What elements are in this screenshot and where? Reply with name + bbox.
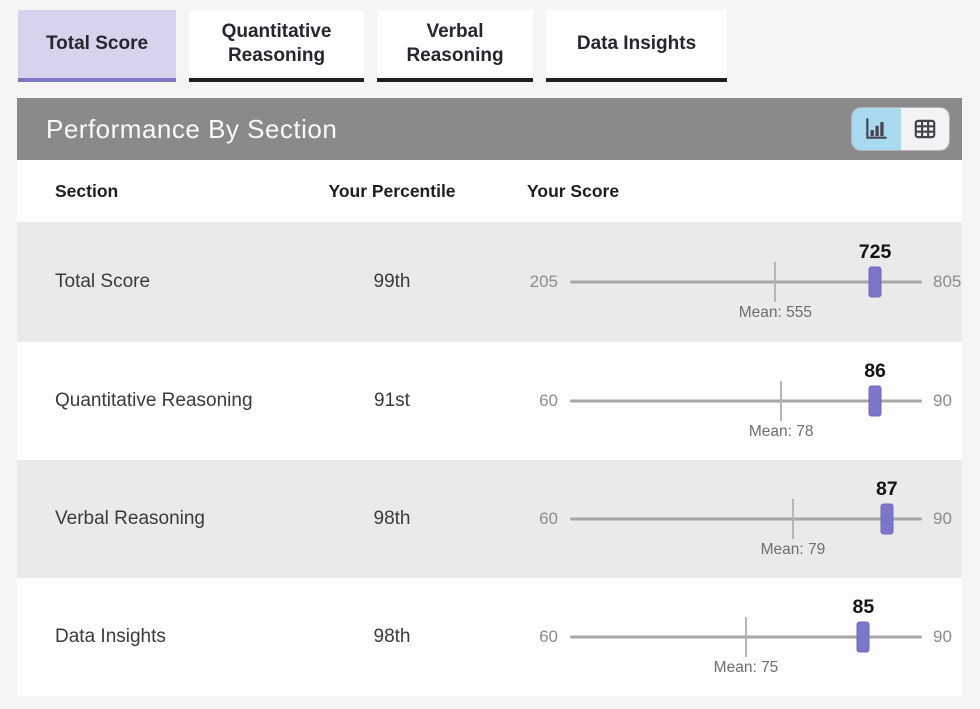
score-marker [868,266,882,298]
tab-quantitative-reasoning[interactable]: Quantitative Reasoning [189,10,364,82]
slider-track [570,399,922,403]
percentile-value: 91st [374,390,410,411]
mean-tick-mark [791,499,794,539]
mean-tick-mark [745,617,747,657]
view-toggle [852,108,949,150]
mean-label: Mean: 75 [713,659,779,676]
table-row: Quantitative Reasoning 91st 60 Mean: 78 … [17,342,962,460]
percentile-value: 98th [373,626,411,647]
mean-label: Mean: 555 [738,304,812,321]
score-slider: 60 Mean: 75 85 90 [467,587,962,687]
table-row: Verbal Reasoning 98th 60 Mean: 79 87 90 [17,460,962,578]
score-value: 87 [875,478,898,500]
slider-track [570,280,922,284]
table-header-row: Section Your Percentile Your Score [17,160,962,222]
table-body: Total Score 99th 205 Mean: 555 725 805 Q… [17,222,962,696]
table-grid-icon [912,116,938,142]
mean-tick-mark [780,381,783,421]
score-marker [868,385,882,417]
scale-max-label: 805 [933,272,962,291]
tab-total-score[interactable]: Total Score [18,10,176,82]
section-name: Data Insights [55,626,166,648]
header-section: Section [55,180,119,201]
scale-min-label: 60 [539,627,558,646]
score-value: 86 [864,360,886,382]
panel-title: Performance By Section [46,113,338,144]
mean-label: Mean: 79 [760,541,826,558]
tab-data-insights[interactable]: Data Insights [546,10,727,82]
mean-label: Mean: 78 [748,423,814,440]
score-slider: 205 Mean: 555 725 805 [467,232,962,332]
slider-track [570,517,922,521]
header-score: Your Score [527,180,620,201]
percentile-value: 98th [373,508,411,529]
scale-min-label: 60 [539,509,558,528]
score-slider: 60 Mean: 79 87 90 [467,469,962,569]
scale-max-label: 90 [933,509,952,528]
chart-view-button[interactable] [852,108,901,150]
panel-header: Performance By Section [17,98,962,160]
score-value: 725 [858,241,892,263]
performance-table: Section Your Percentile Your Score Total… [17,160,962,696]
section-name: Quantitative Reasoning [55,390,253,412]
header-percentile: Your Percentile [328,180,456,201]
score-marker [856,621,870,653]
percentile-value: 99th [373,271,411,292]
table-row: Data Insights 98th 60 Mean: 75 85 90 [17,578,962,696]
scale-max-label: 90 [933,627,952,646]
section-tabs: Total Score Quantitative Reasoning Verbal … [18,10,727,82]
score-value: 85 [852,596,875,618]
table-view-button[interactable] [900,108,949,150]
table-row: Total Score 99th 205 Mean: 555 725 805 [17,222,962,342]
tab-verbal-reasoning[interactable]: Verbal Reasoning [377,10,533,82]
scale-min-label: 60 [539,391,558,410]
score-marker [880,503,894,535]
section-name: Total Score [55,271,151,293]
section-name: Verbal Reasoning [55,508,205,530]
scale-min-label: 205 [529,272,558,291]
mean-tick-mark [774,262,777,302]
score-slider: 60 Mean: 78 86 90 [467,351,962,451]
bar-chart-icon [863,116,889,142]
scale-max-label: 90 [933,391,952,410]
